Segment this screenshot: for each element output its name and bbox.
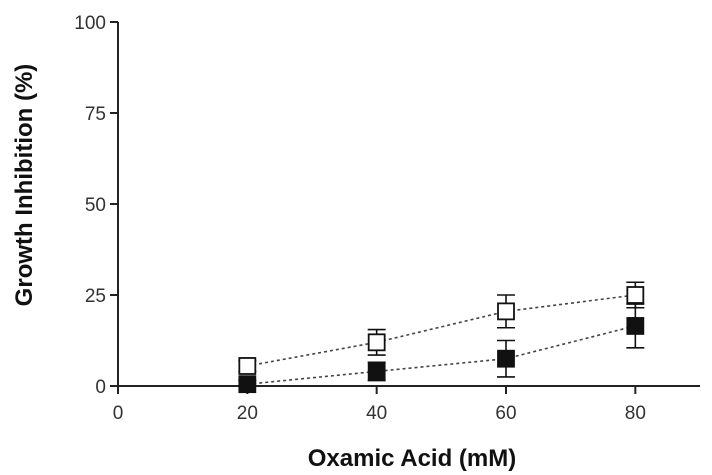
x-axis-title: Oxamic Acid (mM): [308, 445, 517, 472]
filled-square-point: [497, 349, 515, 368]
series-2-line: [247, 325, 636, 385]
x-tick-label: 80: [625, 403, 646, 424]
x-tick-label: 0: [113, 403, 124, 424]
axes: [117, 22, 700, 387]
y-ticks: 0 25 50 75 100: [74, 13, 118, 398]
y-tick-label: 75: [85, 104, 106, 125]
y-tick-label: 0: [95, 377, 106, 398]
filled-square-point: [626, 317, 645, 335]
series-1: [238, 281, 645, 375]
series-1-line: [247, 294, 636, 367]
open-square-point: [238, 357, 257, 375]
x-tick-label: 20: [237, 403, 258, 424]
x-tick-label: 40: [366, 403, 387, 424]
open-square-point: [497, 302, 515, 321]
series-2: [238, 303, 645, 394]
filled-square-point: [238, 375, 257, 394]
open-square-point: [626, 286, 645, 304]
y-axis-title: Growth Inhibition (%): [11, 64, 38, 307]
x-ticks: 0 20 40 60 80: [113, 386, 646, 424]
open-square-point: [367, 333, 386, 352]
filled-square-point: [367, 362, 386, 381]
y-tick-label: 50: [85, 195, 106, 216]
y-tick-label: 100: [74, 13, 106, 34]
y-tick-label: 25: [85, 286, 106, 307]
series-group: [238, 281, 645, 394]
x-tick-label: 60: [495, 403, 516, 424]
